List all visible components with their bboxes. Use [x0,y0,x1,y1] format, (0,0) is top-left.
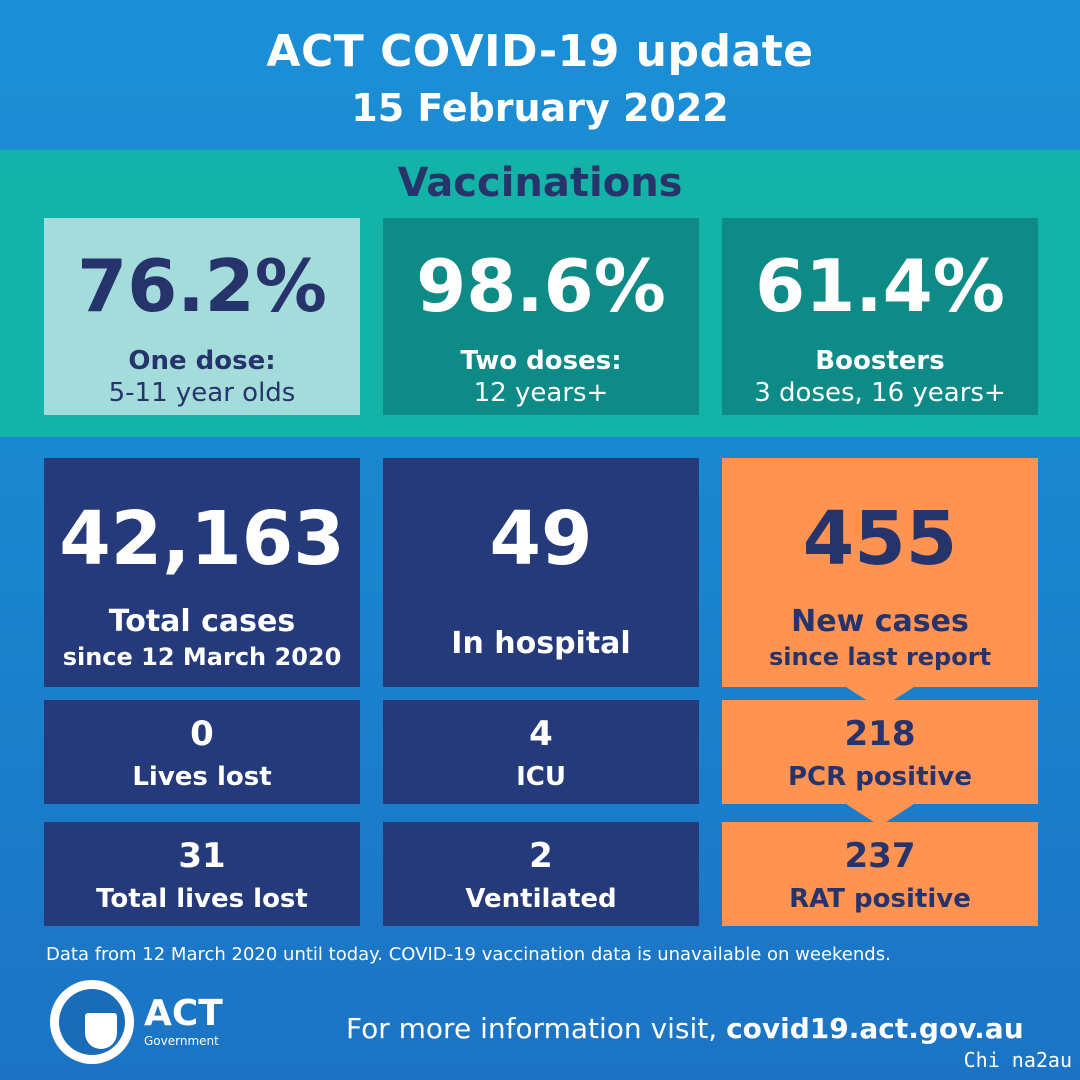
vacc-one-dose-label: One dose: [128,346,276,376]
rat-positive-value: 237 [844,836,916,876]
icu-label: ICU [516,762,566,792]
total-cases-value: 42,163 [59,496,345,582]
rat-positive-label: RAT positive [789,884,971,914]
logo-text: ACT Government [144,993,223,1049]
total-lives-lost-card: 31 Total lives lost [44,822,360,926]
page-title: ACT COVID-19 update [266,26,814,77]
pcr-positive-value: 218 [844,714,916,754]
header: ACT COVID-19 update 15 February 2022 [0,0,1080,150]
vacc-one-dose-sub: 5-11 year olds [108,378,296,408]
lives-lost-card: 0 Lives lost [44,700,360,804]
vacc-two-doses-value: 98.6% [416,244,666,328]
vacc-one-dose-card: 76.2% One dose: 5-11 year olds [44,218,360,415]
pcr-positive-label: PCR positive [788,762,972,792]
ventilated-value: 2 [529,836,553,876]
vacc-boosters-sub: 3 doses, 16 years+ [754,378,1006,408]
vacc-two-doses-sub: 12 years+ [473,378,609,408]
vacc-boosters-label: Boosters [815,346,945,376]
new-cases-label: New cases [791,604,969,639]
coat-of-arms-icon [59,989,125,1055]
total-cases-sub: since 12 March 2020 [62,643,342,671]
new-cases-sub: since last report [768,643,992,671]
vacc-two-doses-card: 98.6% Two doses: 12 years+ [383,218,699,415]
vacc-two-doses-label: Two doses: [460,346,622,376]
icu-card: 4 ICU [383,700,699,804]
in-hospital-card: 49 In hospital [383,458,699,687]
logo-name: ACT [144,993,223,1034]
logo-sub: Government [144,1034,219,1048]
lives-lost-label: Lives lost [132,762,272,792]
down-arrow-icon [846,804,914,826]
act-government-logo [50,980,134,1064]
watermark: Chi na2au [963,1048,1072,1072]
data-footnote: Data from 12 March 2020 until today. COV… [46,944,891,965]
lives-lost-value: 0 [190,714,214,754]
ventilated-card: 2 Ventilated [383,822,699,926]
rat-positive-card: 237 RAT positive [722,822,1038,926]
total-cases-label: Total cases [108,604,296,639]
total-lives-lost-label: Total lives lost [96,884,308,914]
in-hospital-label: In hospital [451,626,631,661]
new-cases-value: 455 [802,496,958,582]
vacc-one-dose-value: 76.2% [77,244,327,328]
more-info-prefix: For more information visit, [346,1012,727,1045]
vacc-boosters-value: 61.4% [755,244,1005,328]
vaccinations-title: Vaccinations [397,160,683,206]
in-hospital-value: 49 [489,496,593,582]
more-info-link[interactable]: covid19.act.gov.au [726,1012,1024,1045]
new-cases-card: 455 New cases since last report [722,458,1038,687]
icu-value: 4 [529,714,553,754]
total-lives-lost-value: 31 [178,836,226,876]
ventilated-label: Ventilated [465,884,617,914]
total-cases-card: 42,163 Total cases since 12 March 2020 [44,458,360,687]
page-date: 15 February 2022 [351,86,729,130]
more-info: For more information visit, covid19.act.… [346,1012,1024,1045]
shield-icon [85,1013,117,1049]
pcr-positive-card: 218 PCR positive [722,700,1038,804]
vacc-boosters-card: 61.4% Boosters 3 doses, 16 years+ [722,218,1038,415]
